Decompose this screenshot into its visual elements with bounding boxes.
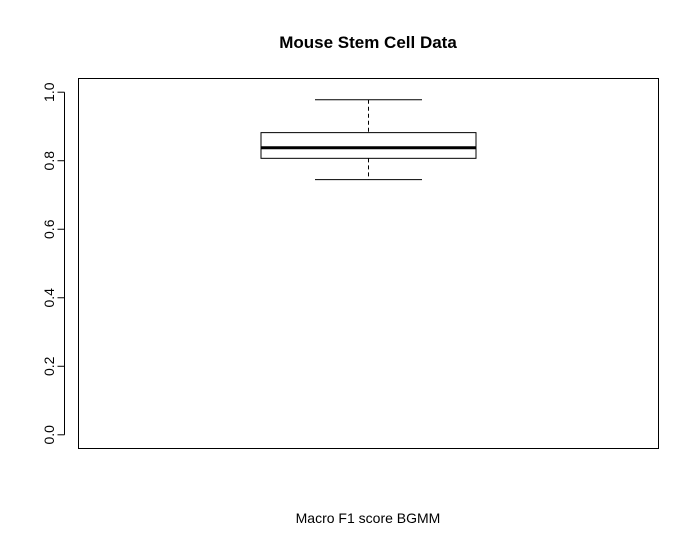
plot-frame: [78, 78, 659, 449]
chart-title: Mouse Stem Cell Data: [279, 33, 457, 52]
box-iqr: [260, 132, 477, 159]
y-tick-label: 0.6: [41, 219, 57, 239]
y-tick-label: 0.8: [41, 151, 57, 171]
x-axis-label: Macro F1 score BGMM: [296, 510, 441, 526]
y-axis: 0.0 0.2 0.4 0.6 0.8 1.0: [41, 82, 65, 445]
y-tick-label: 1.0: [41, 82, 57, 102]
y-tick-label: 0.2: [41, 356, 57, 376]
y-tick-label: 0.4: [41, 288, 57, 308]
box-group: [260, 99, 477, 181]
y-tick-label: 0.0: [41, 425, 57, 445]
